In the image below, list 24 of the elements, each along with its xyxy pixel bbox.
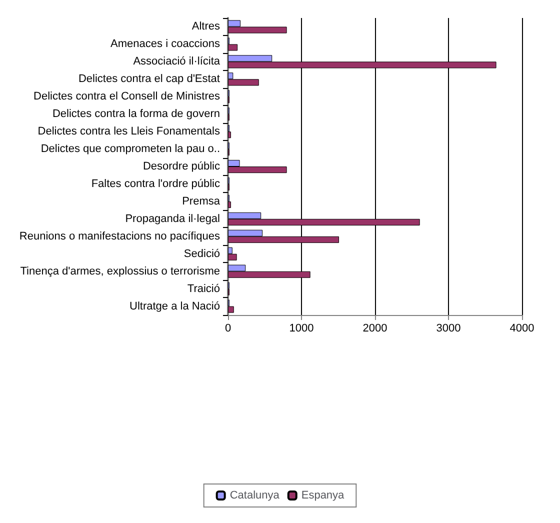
y-tick-label: Delictes que comprometen la pau o.. (40, 143, 220, 156)
y-tick-label: Sedició (184, 248, 220, 260)
y-tick-label: Delictes contra la forma de govern (52, 108, 220, 120)
y-tick-label: Propaganda il·legal (125, 212, 220, 225)
legend-label: Catalunya (230, 490, 280, 502)
x-tick-label: 2000 (362, 322, 388, 334)
y-tick-label: Desordre públic (142, 160, 220, 172)
y-tick-label: Reunions o manifestacions no pacífiques (19, 230, 220, 242)
y-tick-label: Amenaces i coaccions (110, 38, 220, 50)
y-tick-label: Tinença d'armes, explossius o terrorisme (20, 265, 220, 278)
x-tick-label: 3000 (436, 322, 461, 334)
x-tick-label: 1000 (289, 322, 314, 334)
y-tick-label: Delictes contra les Lleis Fonamentals (38, 126, 220, 138)
y-tick-label: Traició (187, 282, 220, 295)
x-tick-label: 4000 (510, 322, 534, 334)
y-tick-label: Delictes contra el cap d'Estat (78, 73, 220, 86)
x-tick-label: 0 (224, 322, 232, 334)
y-tick-label: Ultratge a la Nació (130, 300, 220, 312)
legend-label: Espanya (301, 490, 346, 502)
y-tick-label: Faltes contra l'ordre públic (91, 178, 220, 190)
y-tick-label: Premsa (182, 195, 221, 208)
y-tick-label: Delictes contra el Consell de Ministres (34, 90, 220, 103)
y-tick-label: Associació il·lícita (133, 56, 221, 68)
y-tick-label: Altres (192, 20, 220, 33)
